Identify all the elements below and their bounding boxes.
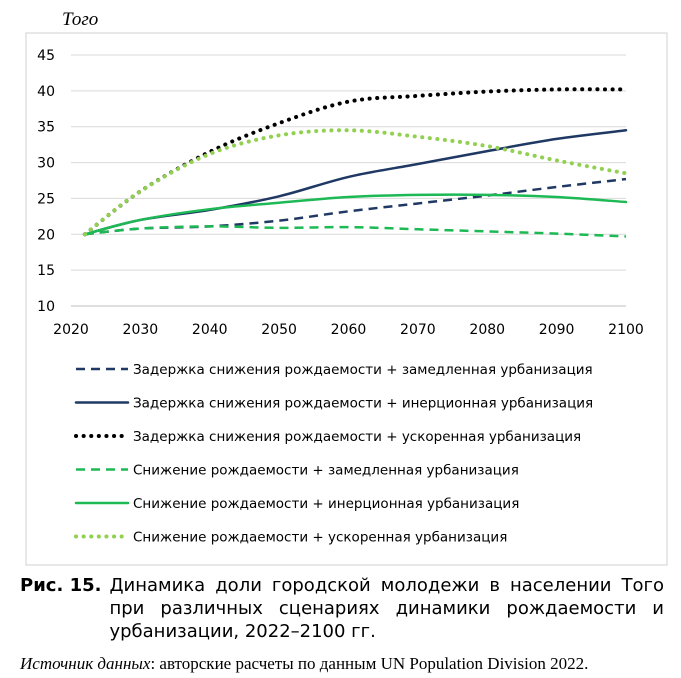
series-line-5 xyxy=(83,193,628,236)
legend-label-2: Задержка снижения рождаемости + инерцион… xyxy=(133,396,593,412)
source-note: Источник данных: авторские расчеты по да… xyxy=(20,654,670,674)
x-tick-label: 2100 xyxy=(608,322,644,338)
series-lines xyxy=(82,87,628,238)
y-tick-label: 25 xyxy=(37,191,55,207)
x-tick-label: 2080 xyxy=(469,322,505,338)
legend-label-6: Снижение рождаемости + ускоренная урбани… xyxy=(133,530,507,546)
series-line-6 xyxy=(82,128,628,237)
legend-label-5: Снижение рождаемости + инерционная урбан… xyxy=(133,496,519,512)
gridlines xyxy=(71,54,626,307)
y-tick-label: 35 xyxy=(37,120,55,136)
source-text: : авторские расчеты по данным UN Populat… xyxy=(150,654,589,673)
legend-label-1: Задержка снижения рождаемости + замедлен… xyxy=(133,362,593,378)
x-tick-label: 2040 xyxy=(192,322,228,338)
chart: Того 10 15 20 25 30 35 40 45 2020 2030 2040 2050 206… xyxy=(25,9,668,566)
x-tick-label: 2090 xyxy=(539,322,575,338)
caption-number: Рис. 15. xyxy=(20,575,102,596)
x-tick-label: 2060 xyxy=(331,322,367,338)
x-tick-label: 2050 xyxy=(261,322,297,338)
y-tick-label: 15 xyxy=(37,263,55,279)
series-line-4 xyxy=(84,225,627,238)
legend-label-3: Задержка снижения рождаемости + ускоренн… xyxy=(133,429,581,445)
legend: Задержка снижения рождаемости + замедлен… xyxy=(74,362,593,546)
axes: 10 15 20 25 30 35 40 45 2020 2030 2040 2050 2060 2070… xyxy=(37,48,644,338)
chart-title: Того xyxy=(62,9,98,30)
legend-label-4: Снижение рождаемости + замедленная урбан… xyxy=(133,463,519,479)
y-tick-label: 45 xyxy=(37,48,55,64)
source-label: Источник данных xyxy=(20,654,151,673)
y-tick-label: 20 xyxy=(37,227,55,243)
series-line-3 xyxy=(82,87,628,237)
y-tick-label: 40 xyxy=(37,84,55,100)
y-tick-label: 10 xyxy=(37,299,55,315)
figure-caption: Рис. 15. Динамика доли городской молодеж… xyxy=(20,574,664,643)
x-tick-label: 2020 xyxy=(53,322,89,338)
x-tick-label: 2030 xyxy=(123,322,159,338)
chart-frame xyxy=(25,32,668,566)
x-tick-label: 2070 xyxy=(400,322,436,338)
y-tick-label: 30 xyxy=(37,156,55,172)
caption-text: Динамика доли городской молодежи в насел… xyxy=(109,575,664,642)
